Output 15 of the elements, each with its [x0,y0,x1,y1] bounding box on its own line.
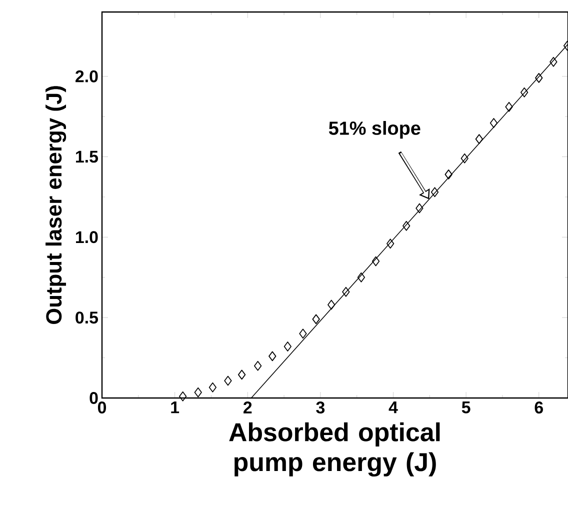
x-tick-label: 3 [316,402,325,414]
y-tick-label: 1.0 [76,231,98,244]
x-tick-label: 4 [388,402,398,414]
annotation: 51% slope [328,121,420,139]
x-tick-label: 6 [534,402,543,414]
y-tick-label: 1.5 [76,150,98,163]
x-tick-label: 5 [462,402,470,414]
y-axis-title: Output laser energy (J) [46,86,66,324]
x-tick-label: 1 [171,402,180,414]
y-tick-label: 0 [90,392,98,404]
y-tick-label: 0.5 [76,312,98,324]
x-tick-label: 0 [98,402,106,414]
x-axis-title: Absorbed optical pump energy (J) [229,422,440,477]
y-tick-label: 2.0 [76,70,98,82]
x-tick-label: 2 [244,402,252,414]
